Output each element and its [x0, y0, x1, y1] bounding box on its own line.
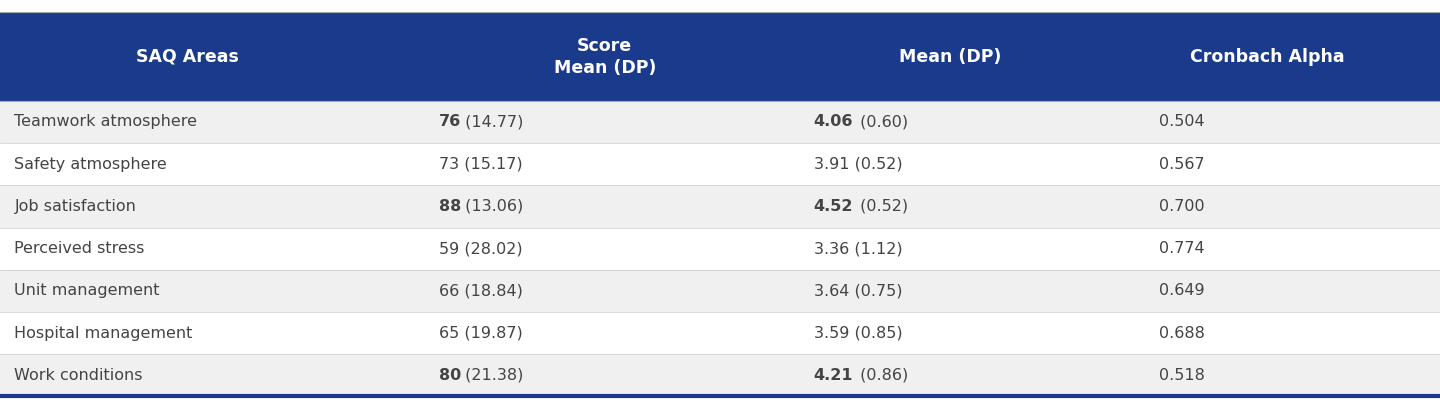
Text: Score
Mean (DP): Score Mean (DP) — [553, 36, 657, 77]
Text: Safety atmosphere: Safety atmosphere — [14, 157, 167, 172]
Text: 76: 76 — [439, 114, 461, 130]
Text: 0.700: 0.700 — [1159, 199, 1205, 214]
Text: (14.77): (14.77) — [459, 114, 523, 130]
Text: 59 (28.02): 59 (28.02) — [439, 241, 523, 256]
Text: Cronbach Alpha: Cronbach Alpha — [1189, 47, 1345, 66]
Text: Perceived stress: Perceived stress — [14, 241, 145, 256]
FancyBboxPatch shape — [0, 312, 1440, 354]
Text: 80: 80 — [439, 368, 461, 383]
FancyBboxPatch shape — [0, 101, 1440, 143]
Text: 0.567: 0.567 — [1159, 157, 1205, 172]
Text: 0.518: 0.518 — [1159, 368, 1205, 383]
Text: Hospital management: Hospital management — [14, 325, 193, 341]
Text: Teamwork atmosphere: Teamwork atmosphere — [14, 114, 197, 130]
Text: Mean (DP): Mean (DP) — [899, 47, 1002, 66]
FancyBboxPatch shape — [0, 228, 1440, 270]
Text: 0.504: 0.504 — [1159, 114, 1205, 130]
FancyBboxPatch shape — [0, 185, 1440, 228]
Text: (21.38): (21.38) — [459, 368, 523, 383]
Text: (0.52): (0.52) — [855, 199, 909, 214]
Text: (0.86): (0.86) — [855, 368, 909, 383]
Text: 0.774: 0.774 — [1159, 241, 1205, 256]
Text: 66 (18.84): 66 (18.84) — [439, 283, 523, 299]
Text: 73 (15.17): 73 (15.17) — [439, 157, 523, 172]
Text: 0.688: 0.688 — [1159, 325, 1205, 341]
Text: 3.36 (1.12): 3.36 (1.12) — [814, 241, 903, 256]
Text: Work conditions: Work conditions — [14, 368, 143, 383]
FancyBboxPatch shape — [0, 143, 1440, 185]
Text: 4.21: 4.21 — [814, 368, 852, 383]
Text: (0.60): (0.60) — [855, 114, 909, 130]
FancyBboxPatch shape — [0, 354, 1440, 396]
Text: 65 (19.87): 65 (19.87) — [439, 325, 523, 341]
Text: 4.52: 4.52 — [814, 199, 852, 214]
FancyBboxPatch shape — [0, 270, 1440, 312]
Text: SAQ Areas: SAQ Areas — [135, 47, 239, 66]
Text: 0.649: 0.649 — [1159, 283, 1205, 299]
Text: 3.91 (0.52): 3.91 (0.52) — [814, 157, 903, 172]
Text: 4.06: 4.06 — [814, 114, 852, 130]
Text: Unit management: Unit management — [14, 283, 160, 299]
Text: (13.06): (13.06) — [459, 199, 523, 214]
Text: 3.59 (0.85): 3.59 (0.85) — [814, 325, 903, 341]
Text: 88: 88 — [439, 199, 461, 214]
Text: 3.64 (0.75): 3.64 (0.75) — [814, 283, 901, 299]
Text: Job satisfaction: Job satisfaction — [14, 199, 137, 214]
FancyBboxPatch shape — [0, 12, 1440, 101]
